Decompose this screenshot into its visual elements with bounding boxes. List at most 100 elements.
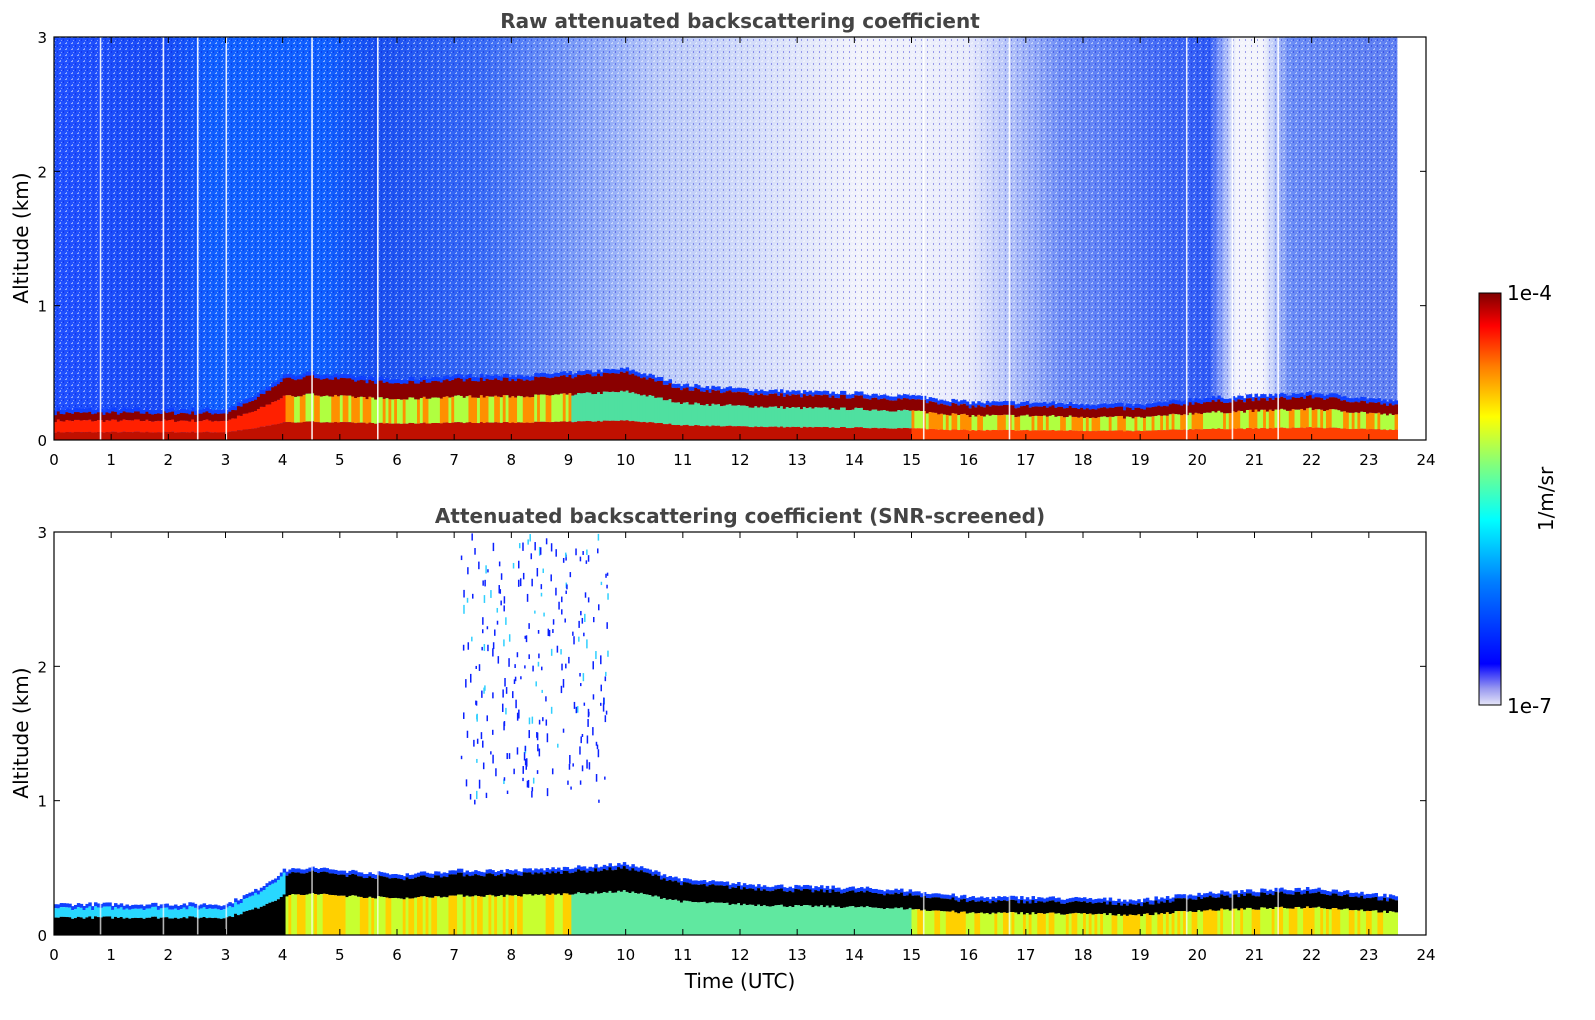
layer-edge <box>96 408 101 413</box>
layer-edge <box>259 887 264 892</box>
layer-column <box>1265 396 1270 440</box>
x-axis-label: Time (UTC) <box>684 969 796 993</box>
layer-base <box>1314 427 1318 440</box>
layer-core <box>900 892 904 908</box>
layer-interior <box>1243 909 1247 935</box>
layer-core <box>651 378 655 396</box>
layer-base <box>942 429 947 440</box>
layer-base <box>542 421 547 440</box>
layer-interior <box>962 413 967 430</box>
layer-edge <box>1117 898 1121 903</box>
layer-edge <box>162 903 167 908</box>
layer-edge <box>285 871 289 876</box>
layer-column <box>439 378 444 440</box>
layer-interior <box>1125 416 1130 431</box>
layer-base <box>151 432 155 440</box>
layer-edge <box>382 872 387 877</box>
layer-interior <box>845 906 850 935</box>
layer-base <box>208 432 212 440</box>
layer-edge <box>619 864 624 869</box>
layer-core <box>797 394 801 408</box>
layer-edge <box>619 367 624 372</box>
layer-column <box>122 905 127 935</box>
layer-base <box>897 428 901 440</box>
layer-edge <box>1208 891 1213 896</box>
layer-base <box>514 423 518 440</box>
x-tick-label: 9 <box>564 451 574 469</box>
layer-core <box>334 377 338 395</box>
layer-core <box>514 381 518 398</box>
layer-interior <box>740 405 744 427</box>
layer-column <box>374 874 378 935</box>
layer-base <box>1174 429 1178 440</box>
layer-column <box>820 391 824 440</box>
layer-column <box>948 402 953 440</box>
layer-edge <box>582 370 587 375</box>
layer-base <box>288 422 292 440</box>
layer-core <box>1174 404 1178 415</box>
layer-interior <box>571 395 575 423</box>
layer-core <box>462 876 467 897</box>
sparse-return <box>496 607 499 613</box>
aerosol-layer-columns <box>54 862 1399 935</box>
layer-base <box>148 432 152 440</box>
layer-core <box>682 882 687 901</box>
layer-interior <box>1045 416 1050 431</box>
layer-interior <box>1005 414 1010 430</box>
sparse-return <box>469 793 472 800</box>
layer-core <box>774 393 778 407</box>
layer-core <box>1354 401 1358 413</box>
layer-core <box>1225 402 1230 414</box>
layer-column <box>677 383 681 440</box>
layer-interior <box>834 409 838 428</box>
layer-base <box>1180 430 1184 440</box>
layer-edge <box>465 375 470 380</box>
layer-base <box>599 421 604 440</box>
layer-interior <box>659 898 664 935</box>
layer-column <box>988 402 993 440</box>
layer-column <box>497 871 501 935</box>
layer-interior <box>256 908 261 935</box>
layer-column <box>957 897 961 935</box>
layer-interior <box>1203 910 1207 935</box>
layer-core <box>574 871 578 894</box>
sparse-return <box>528 654 530 660</box>
sparse-return <box>557 743 559 748</box>
layer-interior <box>1377 912 1381 935</box>
layer-core <box>957 901 961 914</box>
layer-column <box>619 367 624 440</box>
layer-base <box>934 429 938 440</box>
sparse-return <box>600 684 602 692</box>
layer-core <box>522 872 527 895</box>
sparse-return <box>524 665 526 669</box>
layer-interior <box>845 410 850 429</box>
layer-column <box>671 877 675 935</box>
layer-column <box>817 390 821 440</box>
layer-core <box>1080 901 1084 914</box>
layer-edge <box>968 404 973 409</box>
layer-interior <box>908 410 913 429</box>
layer-edge <box>151 410 155 415</box>
layer-core <box>794 888 798 906</box>
layer-column <box>311 371 315 440</box>
layer-core <box>825 394 830 408</box>
layer-interior <box>399 898 404 935</box>
layer-core <box>425 876 430 898</box>
layer-interior <box>811 408 815 428</box>
layer-column <box>428 873 432 935</box>
layer-edge <box>631 864 635 869</box>
layer-column <box>68 903 72 935</box>
layer-column <box>1074 896 1078 935</box>
layer-core <box>1208 402 1213 413</box>
layer-column <box>977 401 981 440</box>
layer-core <box>1345 401 1350 413</box>
layer-interior <box>1277 409 1281 428</box>
layer-edge <box>582 866 587 871</box>
layer-edge <box>1094 898 1098 903</box>
layer-core <box>611 870 615 893</box>
sparse-return <box>535 681 537 687</box>
layer-interior <box>551 893 555 935</box>
layer-edge <box>319 375 324 380</box>
sparse-return <box>536 770 539 774</box>
layer-interior <box>382 897 387 935</box>
